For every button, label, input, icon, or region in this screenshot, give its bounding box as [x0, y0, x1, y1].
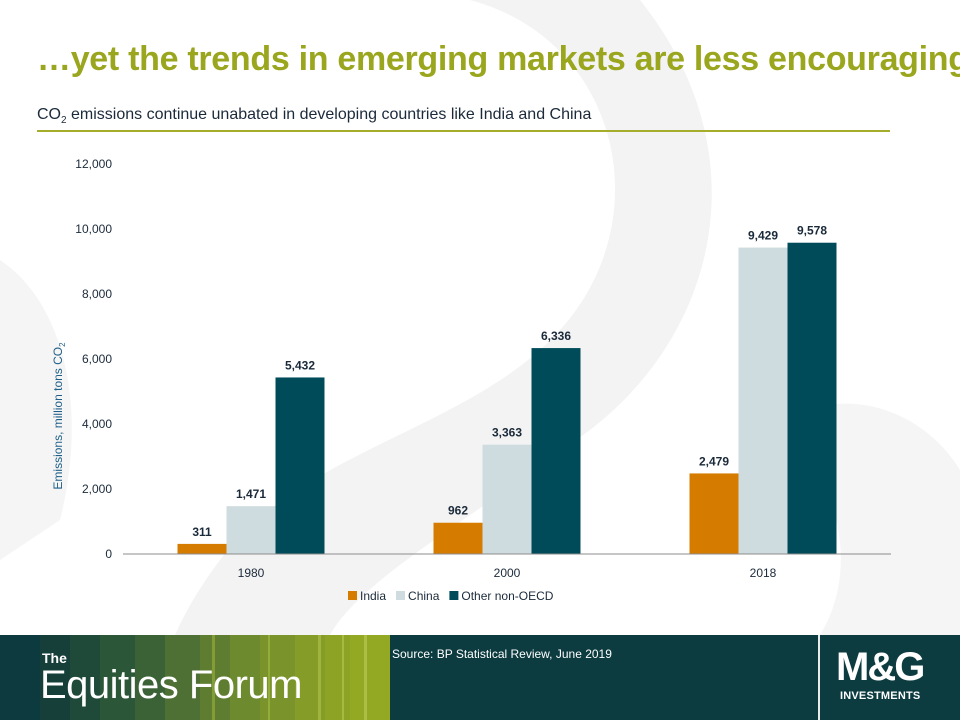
value-label: 6,336	[541, 329, 571, 343]
value-labels-group: 311 1,471 5,432 962 3,363 6,336 2,479 9,429 9,57…	[192, 224, 827, 539]
x-tick-label: 2000	[494, 566, 521, 580]
y-tick-label: 2,000	[82, 482, 112, 496]
legend: India China Other non-OECD	[348, 589, 554, 603]
value-label: 2,479	[699, 454, 729, 468]
mg-logo-subtitle: INVESTMENTS	[840, 690, 921, 702]
legend-swatch	[348, 591, 357, 600]
value-label: 9,429	[748, 229, 778, 243]
title-rule	[37, 130, 890, 132]
bar-other-non-oecd-2018	[787, 242, 837, 554]
y-axis-label: Emissions, million tons CO2	[51, 342, 67, 490]
source-note: Source: BP Statistical Review, June 2019	[392, 647, 612, 661]
bar-other-non-oecd-1980	[275, 377, 325, 554]
y-tick-label: 10,000	[75, 222, 112, 236]
bar-india-2018	[689, 473, 739, 554]
y-tick-label: 4,000	[82, 417, 112, 431]
legend-label: China	[408, 589, 440, 603]
mg-logo: M&G	[836, 645, 925, 689]
subtitle-prefix: CO	[37, 106, 61, 123]
legend-swatch	[396, 591, 406, 600]
subtitle-subscript: 2	[61, 115, 67, 127]
bar-china-2018	[738, 247, 788, 554]
value-label: 962	[448, 504, 468, 518]
bar-india-1980	[177, 543, 227, 554]
x-tick-label: 2018	[750, 566, 777, 580]
y-tick-label: 12,000	[75, 157, 112, 171]
footer-divider	[818, 635, 820, 720]
y-tick-label: 0	[105, 547, 112, 561]
value-label: 5,432	[285, 358, 315, 372]
bar-other-non-oecd-2000	[531, 348, 581, 554]
value-label: 311	[192, 525, 212, 539]
value-label: 9,578	[797, 224, 827, 238]
value-label: 3,363	[492, 426, 522, 440]
legend-item-other-non-oecd: Other non-OECD	[449, 589, 554, 603]
footer-stripes-decoration	[0, 635, 390, 720]
x-tick-label: 1980	[238, 566, 265, 580]
legend-swatch	[449, 591, 459, 600]
y-tick-label: 6,000	[82, 352, 112, 366]
y-tick-label: 8,000	[82, 287, 112, 301]
bar-india-2000	[433, 522, 483, 554]
legend-label: India	[360, 589, 386, 603]
bars-group	[177, 242, 837, 554]
legend-item-china: China	[396, 589, 440, 603]
slide-subtitle: CO2 emissions continue unabated in devel…	[37, 106, 591, 126]
value-label: 1,471	[236, 487, 266, 501]
subtitle-suffix: emissions continue unabated in developin…	[66, 106, 592, 123]
legend-label: Other non-OECD	[461, 589, 553, 603]
y-axis-label-prefix: Emissions, million tons CO	[51, 347, 65, 490]
footer-bar: The Equities Forum Source: BP Statistica…	[0, 635, 960, 720]
bar-china-1980	[226, 506, 276, 554]
background-watermark	[175, 0, 712, 635]
brand-name: Equities Forum	[40, 663, 302, 707]
y-axis-label-subscript: 2	[58, 342, 67, 347]
slide-title: …yet the trends in emerging markets are …	[37, 40, 960, 78]
y-tick-labels-group: 0 2,000 4,000 6,000 8,000 10,000 12,000	[75, 157, 112, 561]
emissions-bar-chart: 311 1,471 5,432 962 3,363 6,336 2,479 9,429 9,57…	[51, 157, 891, 603]
bar-china-2000	[482, 444, 532, 554]
brand-the: The	[42, 650, 67, 666]
x-tick-labels-group: 1980 2000 2018	[238, 566, 777, 580]
legend-item-india: India	[348, 589, 386, 603]
